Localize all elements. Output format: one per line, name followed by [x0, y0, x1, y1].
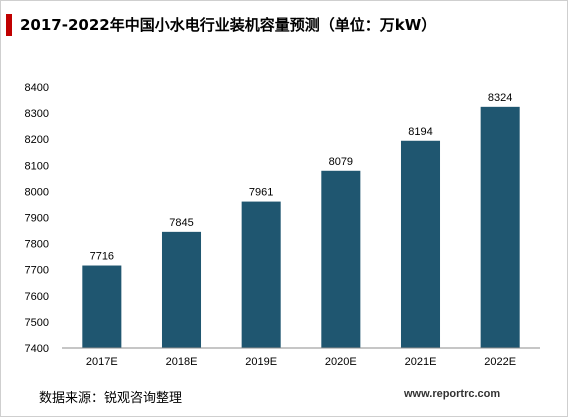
bar-value-label: 7716 — [90, 251, 114, 263]
y-tick-label: 7600 — [25, 291, 49, 303]
bar-value-label: 8194 — [408, 126, 432, 138]
bar — [480, 106, 520, 348]
y-tick-label: 8400 — [25, 82, 49, 94]
y-tick-label: 7900 — [25, 213, 49, 225]
bar-series: 7716 7845 7961 8079 8194 8324 — [82, 92, 520, 348]
bar-value-label: 7845 — [169, 217, 193, 229]
x-tick-label: 2017E — [86, 356, 118, 368]
y-tick-label: 8100 — [25, 160, 49, 172]
y-tick-label: 7400 — [25, 343, 49, 355]
title-accent-bar — [6, 14, 12, 36]
y-tick-label: 7500 — [25, 317, 49, 329]
bar — [321, 170, 361, 348]
y-axis: 7400 7500 7600 7700 7800 7900 8000 8100 8200 8300… — [25, 82, 49, 355]
y-tick-label: 7700 — [25, 265, 49, 277]
bar-value-label: 7961 — [249, 187, 273, 199]
bar-value-label: 8079 — [329, 156, 353, 168]
x-axis: 2017E 2018E 2019E 2020E 2021E 2022E — [62, 347, 540, 368]
bar — [241, 201, 281, 348]
bar — [82, 265, 122, 348]
x-tick-label: 2018E — [166, 356, 198, 368]
bar-value-label: 8324 — [488, 92, 512, 104]
site-watermark: www.reportrc.com — [404, 388, 501, 400]
x-tick-label: 2022E — [484, 356, 516, 368]
y-tick-label: 7800 — [25, 239, 49, 251]
y-tick-label: 8200 — [25, 134, 49, 146]
chart-title: 2017-2022年中国小水电行业装机容量预测（单位：万kW） — [20, 16, 437, 34]
x-tick-label: 2020E — [325, 356, 357, 368]
bar — [400, 140, 441, 348]
y-tick-label: 8300 — [25, 108, 49, 120]
y-tick-label: 8000 — [25, 186, 49, 198]
bar — [161, 231, 202, 348]
x-tick-label: 2021E — [405, 356, 437, 368]
x-tick-label: 2019E — [245, 356, 277, 368]
data-source-note: 数据来源：锐观咨询整理 — [39, 391, 183, 406]
